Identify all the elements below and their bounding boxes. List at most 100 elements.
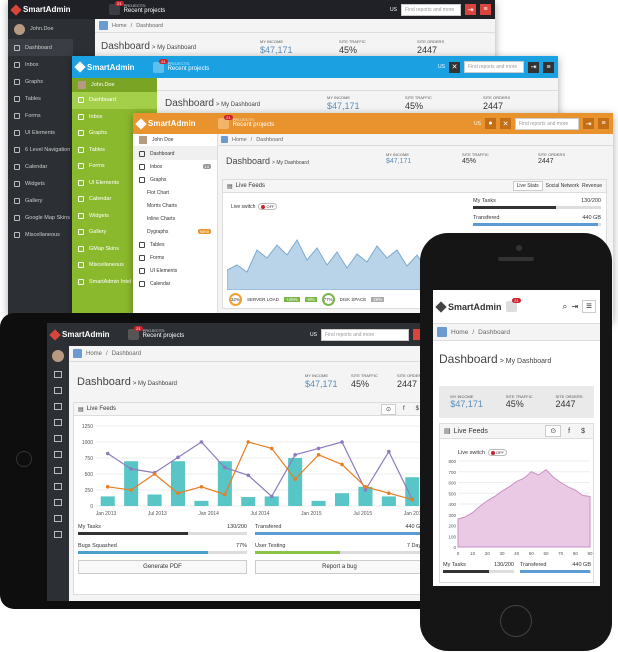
report-bug-button[interactable]: Report a bug — [255, 560, 424, 574]
sidebar-item-graphs[interactable]: Graphs — [133, 173, 217, 186]
refresh-icon[interactable] — [73, 349, 82, 358]
tab-social[interactable]: f — [402, 406, 405, 412]
tab-revenue[interactable]: Revenue — [581, 183, 602, 189]
user-info[interactable]: John Doe — [133, 134, 217, 147]
tab-revenue[interactable]: $ — [415, 406, 419, 412]
sidebar-icon-forms[interactable] — [54, 435, 62, 442]
sidebar-item-gallery[interactable]: Gallery — [8, 192, 73, 209]
user-info[interactable]: John.Doe — [72, 78, 157, 92]
sidebar-item-dygraphs[interactable]: Dygraphs NEW — [133, 225, 217, 238]
sidebar-icon-gallery[interactable] — [54, 515, 62, 522]
sidebar-item-inbox[interactable]: Inbox 14 — [133, 160, 217, 173]
sidebar-item-ui-elements[interactable]: UI Elements — [72, 175, 157, 192]
sidebar-item-tables[interactable]: Tables — [72, 142, 157, 159]
language-select[interactable]: US — [438, 64, 445, 70]
generate-pdf-button[interactable]: Generate PDF — [78, 560, 247, 574]
sidebar-item-widgets[interactable]: Widgets — [8, 175, 73, 192]
logout-icon[interactable]: ⇥ — [571, 302, 579, 311]
tab-social[interactable]: Social Network — [545, 183, 579, 189]
sidebar-icon-dashboard[interactable] — [54, 371, 62, 378]
sidebar-item-tables[interactable]: Tables — [133, 238, 217, 251]
sidebar-icon-inbox[interactable] — [54, 387, 62, 394]
sidebar-item-gmap-skins[interactable]: GMap Skins — [72, 241, 157, 258]
voice-button[interactable]: ● — [485, 118, 496, 129]
user-info[interactable]: John.Doe — [8, 19, 73, 39]
sidebar-item-forms[interactable]: Forms — [8, 107, 73, 124]
language-select[interactable]: US — [390, 6, 397, 13]
logout-button[interactable]: ⇥ — [528, 61, 539, 73]
tab-live-stats[interactable]: ⊙ — [545, 425, 562, 437]
sidebar-icon-calendar[interactable] — [54, 483, 62, 490]
sidebar-item-miscellaneous[interactable]: Miscellaneous — [8, 226, 73, 243]
sidebar-item-smartadmin-intel[interactable]: SmartAdmin Intel — [72, 274, 157, 291]
sidebar-item-google-map-skins[interactable]: Google Map Skins — [8, 209, 73, 226]
tab-revenue[interactable]: $ — [581, 427, 585, 435]
tab-live-stats[interactable]: ⊙ — [380, 403, 396, 415]
sidebar-item-forms[interactable]: Forms — [72, 158, 157, 175]
tab-live-stats[interactable]: Live Stats — [512, 181, 543, 191]
projects-dropdown[interactable]: PROJECTS: Recent projects — [123, 3, 166, 15]
search-input[interactable]: Find reports and more — [401, 3, 461, 16]
logout-button[interactable]: ⇥ — [583, 118, 594, 129]
menu-button[interactable]: ≡ — [582, 300, 596, 313]
live-switch-toggle[interactable]: OFF — [258, 203, 278, 210]
sidebar-item-calendar[interactable]: Calendar — [8, 158, 73, 175]
language-select[interactable]: US — [474, 120, 481, 127]
search-input[interactable]: Find reports and more — [321, 328, 409, 341]
sidebar-item-ui-elements[interactable]: UI Elements — [8, 124, 73, 141]
menu-button[interactable]: ≡ — [598, 118, 609, 129]
tablet-home-button[interactable] — [16, 451, 32, 467]
search-input[interactable]: Find reports and more — [515, 117, 579, 130]
notification-button[interactable]: 21 — [217, 115, 233, 129]
sidebar-item-morris-charts[interactable]: Morris Charts — [133, 199, 217, 212]
sidebar-item-ui-elements[interactable]: UI Elements — [133, 264, 217, 277]
notification-button[interactable]: 21 — [505, 298, 521, 312]
sidebar-item-forms[interactable]: Forms — [133, 251, 217, 264]
projects-dropdown[interactable]: PROJECTS: Recent projects — [142, 328, 185, 340]
sidebar-item-gallery[interactable]: Gallery — [72, 224, 157, 241]
fullscreen-button[interactable]: ✕ — [449, 61, 460, 73]
search-input[interactable]: Find reports and more — [464, 61, 524, 73]
live-switch-toggle[interactable]: OFF — [487, 449, 507, 456]
sidebar-item-dashboard[interactable]: Dashboard — [8, 39, 73, 56]
avatar[interactable] — [52, 350, 64, 362]
sidebar-item-inbox[interactable]: Inbox — [8, 56, 73, 73]
logout-button[interactable] — [413, 329, 421, 340]
sidebar-item-graphs[interactable]: Graphs — [72, 125, 157, 142]
refresh-icon[interactable] — [221, 136, 228, 143]
sidebar-icon-widgets[interactable] — [54, 499, 62, 506]
sidebar-item-calendar[interactable]: Calendar — [133, 277, 217, 290]
sidebar-item-miscellaneous[interactable]: Miscellaneous — [72, 257, 157, 274]
fullscreen-button[interactable]: ✕ — [500, 118, 511, 129]
language-select[interactable]: US — [310, 331, 317, 338]
sidebar-item-dashboard[interactable]: Dashboard — [133, 147, 217, 160]
sidebar-icon-graphs[interactable] — [54, 403, 62, 410]
notification-button[interactable]: 21 — [127, 326, 143, 340]
menu-button[interactable]: ≡ — [480, 4, 491, 15]
sidebar-item-calendar[interactable]: Calendar — [72, 191, 157, 208]
phone-home-button[interactable] — [500, 605, 532, 637]
sidebar-icon-6-level-navigation[interactable] — [54, 467, 62, 474]
sidebar-item-flot-chart[interactable]: Flot Chart — [133, 186, 217, 199]
notification-button[interactable]: 21 — [108, 1, 124, 15]
sidebar-icon-google-map-skins[interactable] — [54, 531, 62, 538]
live-switch[interactable]: Live switch OFF — [231, 203, 278, 210]
search-icon[interactable]: ⌕ — [562, 301, 568, 311]
sidebar-item-inline-charts[interactable]: Inline Charts — [133, 212, 217, 225]
live-switch[interactable]: Live switch OFF — [458, 449, 507, 456]
projects-dropdown[interactable]: PROJECTS: Recent projects — [167, 60, 210, 72]
sidebar-icon-tables[interactable] — [54, 419, 62, 426]
sidebar-item-6-level-navigation[interactable]: 6 Level Navigation — [8, 141, 73, 158]
sidebar-item-dashboard[interactable]: Dashboard — [72, 92, 157, 109]
sidebar-item-graphs[interactable]: Graphs — [8, 73, 73, 90]
logout-button[interactable]: ⇥ — [465, 4, 476, 15]
sidebar-item-inbox[interactable]: Inbox — [72, 109, 157, 126]
refresh-icon[interactable] — [437, 327, 447, 337]
sidebar-icon-ui-elements[interactable] — [54, 451, 62, 458]
refresh-icon[interactable] — [99, 21, 108, 30]
tab-social[interactable]: f — [568, 427, 571, 435]
notification-button[interactable]: 21 — [152, 58, 168, 73]
menu-button[interactable]: ≡ — [543, 61, 554, 73]
sidebar-item-widgets[interactable]: Widgets — [72, 208, 157, 225]
projects-dropdown[interactable]: PROJECTS: Recent projects — [232, 117, 275, 129]
